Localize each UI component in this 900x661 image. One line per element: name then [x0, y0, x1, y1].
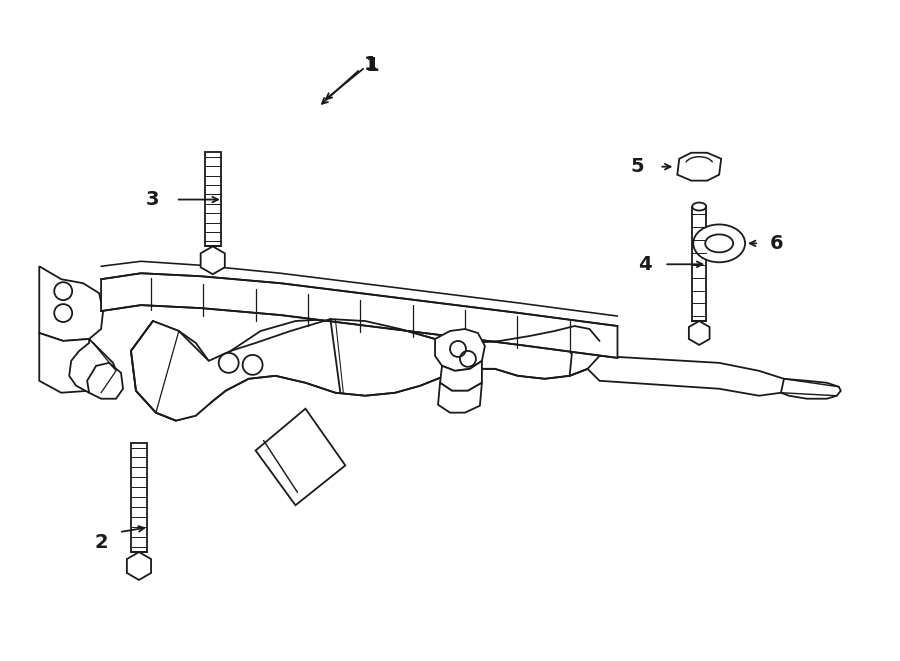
Polygon shape	[131, 442, 147, 552]
Polygon shape	[438, 383, 482, 412]
Polygon shape	[40, 266, 104, 341]
Polygon shape	[781, 379, 841, 399]
Polygon shape	[678, 153, 721, 180]
Polygon shape	[692, 206, 706, 321]
Polygon shape	[87, 363, 123, 399]
Polygon shape	[127, 552, 151, 580]
Text: 1: 1	[364, 55, 377, 73]
Ellipse shape	[693, 225, 745, 262]
Polygon shape	[131, 321, 216, 420]
Text: 2: 2	[94, 533, 108, 552]
Polygon shape	[570, 326, 789, 396]
Text: 5: 5	[631, 157, 644, 176]
Text: 6: 6	[770, 234, 784, 253]
Text: 3: 3	[146, 190, 159, 209]
Polygon shape	[101, 273, 617, 358]
Ellipse shape	[692, 202, 706, 210]
Polygon shape	[201, 247, 225, 274]
Polygon shape	[69, 339, 119, 396]
Text: 1: 1	[365, 56, 379, 75]
Polygon shape	[205, 152, 220, 247]
Polygon shape	[40, 333, 101, 393]
Polygon shape	[256, 408, 346, 505]
Polygon shape	[435, 329, 485, 371]
Polygon shape	[440, 361, 482, 391]
Text: 4: 4	[637, 254, 652, 274]
Polygon shape	[131, 319, 599, 420]
Ellipse shape	[706, 235, 734, 253]
Polygon shape	[688, 321, 709, 345]
